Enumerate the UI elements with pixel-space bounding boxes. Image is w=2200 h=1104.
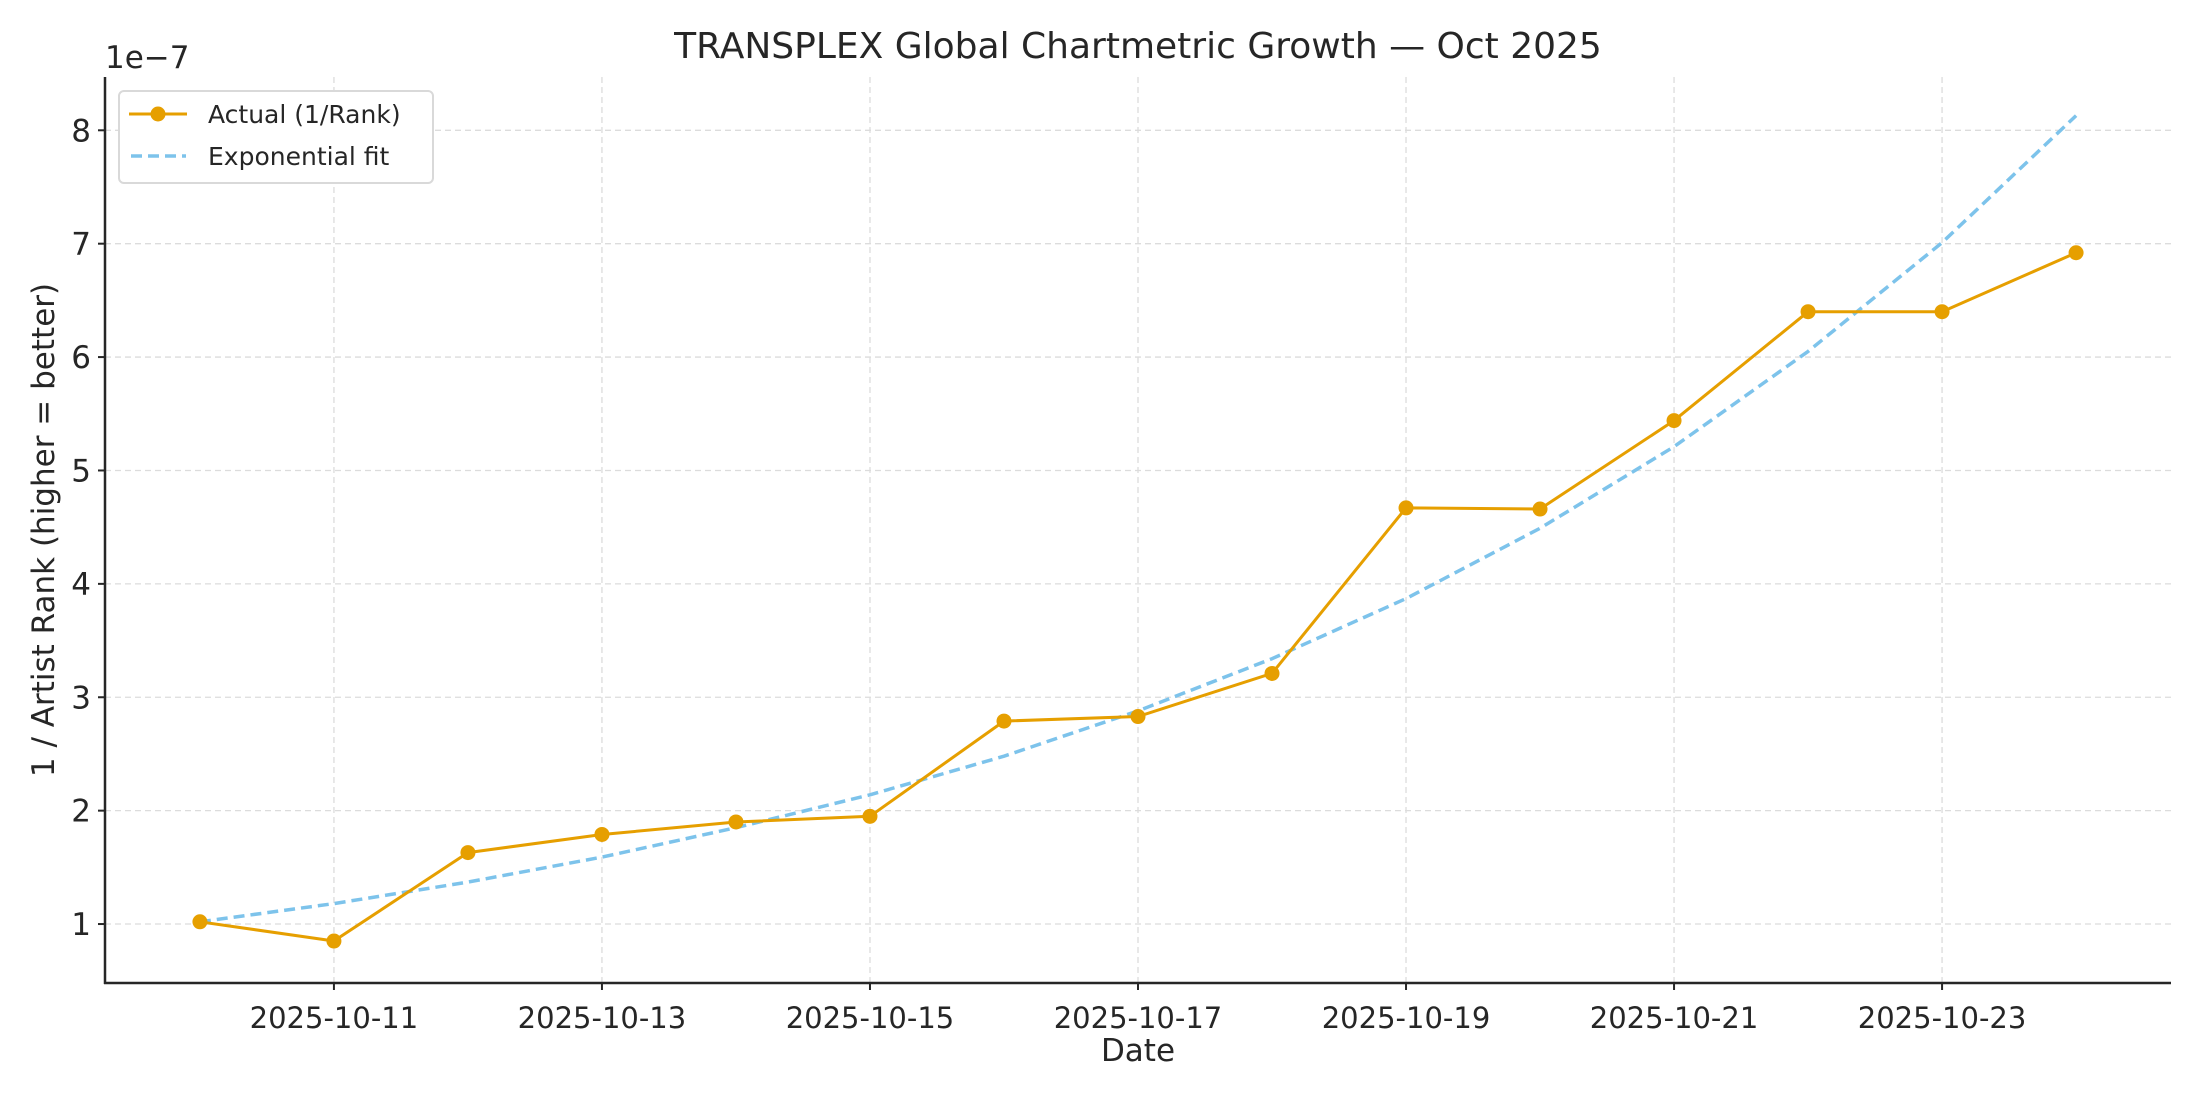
legend-actual-marker (150, 106, 166, 122)
y-axis-label: 1 / Artist Rank (higher = better) (26, 283, 62, 777)
y-tick-label: 1 (71, 907, 91, 943)
x-tick-label: 2025-10-21 (1590, 1001, 1759, 1035)
actual-data-point (192, 914, 208, 930)
actual-data-point (594, 826, 610, 842)
chart-title: TRANSPLEX Global Chartmetric Growth — Oc… (673, 26, 1602, 67)
legend: Actual (1/Rank) Exponential fit (118, 90, 434, 184)
actual-data-point (1264, 665, 1280, 681)
legend-actual-label: Actual (1/Rank) (208, 100, 401, 129)
actual-data-point (728, 814, 744, 830)
actual-data-point (996, 713, 1012, 729)
y-tick-label: 8 (71, 113, 91, 149)
x-axis-label: Date (1101, 1033, 1175, 1069)
legend-fit-label: Exponential fit (208, 142, 390, 171)
actual-data-point (1934, 304, 1950, 320)
actual-data-point (1398, 500, 1414, 516)
x-tick-label: 2025-10-13 (518, 1001, 687, 1035)
y-tick-label: 3 (71, 680, 91, 716)
actual-data-point (1130, 709, 1146, 725)
y-tick-label: 4 (71, 567, 91, 603)
x-tick-label: 2025-10-23 (1858, 1001, 2027, 1035)
actual-data-point (460, 845, 476, 861)
x-tick-label: 2025-10-11 (250, 1001, 419, 1035)
y-tick-label: 7 (71, 227, 91, 263)
x-tick-label: 2025-10-17 (1054, 1001, 1223, 1035)
actual-data-point (1666, 413, 1682, 429)
fit-series-line (199, 114, 2078, 924)
x-tick-label: 2025-10-15 (786, 1001, 955, 1035)
actual-data-point (2068, 245, 2084, 261)
y-tick-label: 5 (71, 453, 91, 489)
legend-box (118, 90, 434, 184)
actual-data-point (1532, 501, 1548, 517)
y-tick-label: 2 (71, 794, 91, 830)
y-tick-label: 6 (71, 340, 91, 376)
actual-data-point (1800, 304, 1816, 320)
actual-data-point (326, 933, 342, 949)
y-offset-label: 1e−7 (105, 40, 190, 76)
x-tick-label: 2025-10-19 (1322, 1001, 1491, 1035)
actual-data-point (862, 808, 878, 824)
